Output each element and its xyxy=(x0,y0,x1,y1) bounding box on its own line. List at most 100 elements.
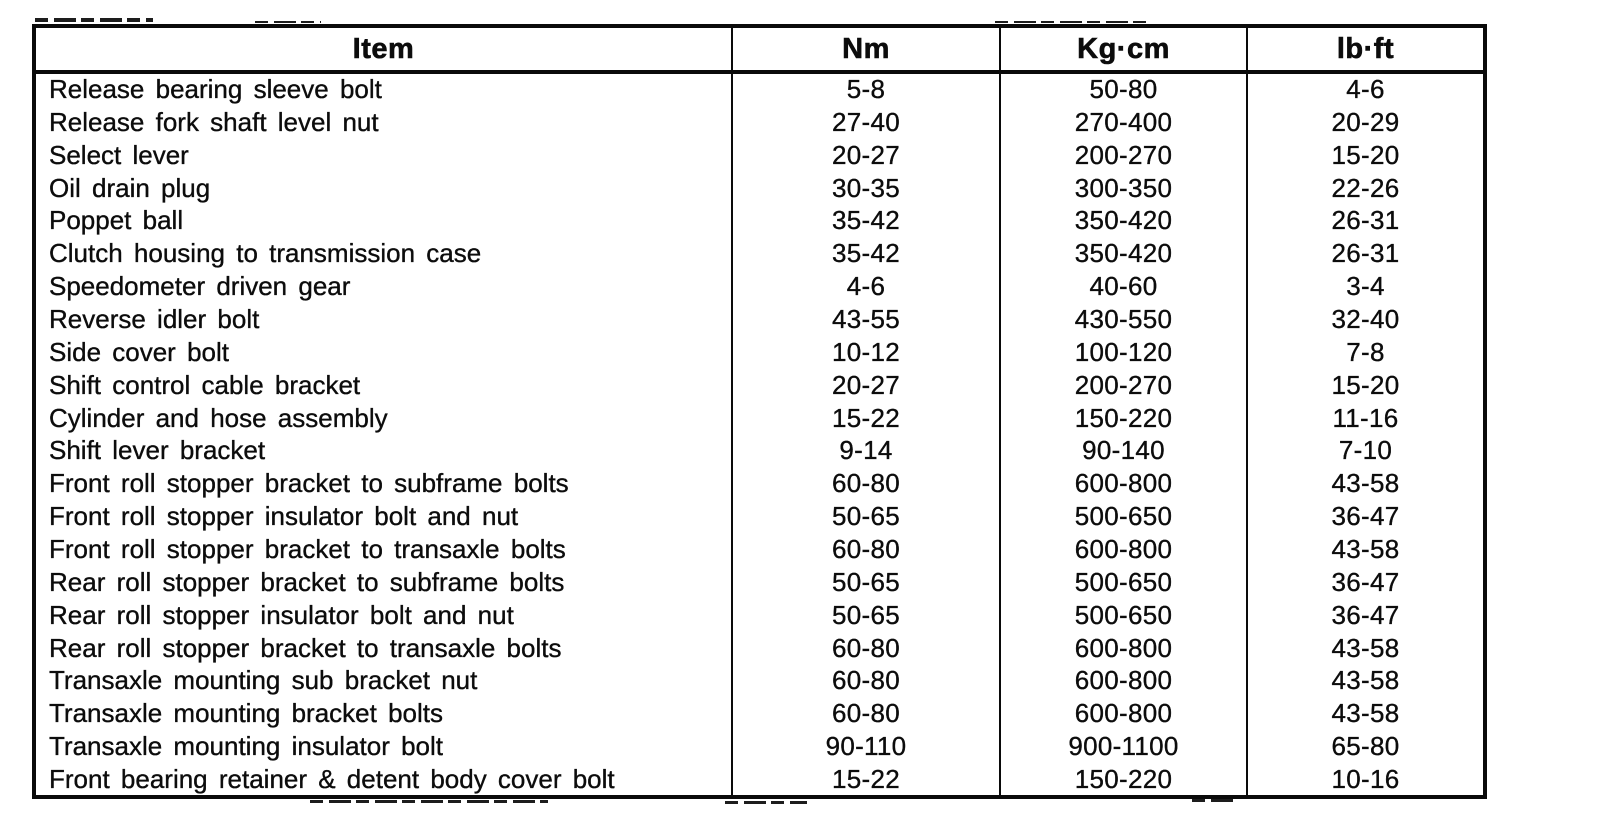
table-header: Item Nm Kg·cm lb·ft xyxy=(34,26,1485,74)
table-row: Front bearing retainer & detent body cov… xyxy=(34,763,1485,797)
value-cell: 43-58 xyxy=(1246,533,1485,566)
value-cell: 500-650 xyxy=(999,598,1247,632)
scan-artifact xyxy=(35,18,153,22)
value-cell: 600-800 xyxy=(999,664,1247,698)
table-row: Rear roll stopper insulator bolt and nut… xyxy=(34,598,1485,632)
item-cell: Transaxle mounting sub bracket nut xyxy=(49,665,478,696)
table-row: Front roll stopper insulator bolt and nu… xyxy=(34,500,1485,534)
value-cell: 9-14 xyxy=(731,434,1000,468)
scan-artifact xyxy=(995,21,1147,23)
value-cell: 60-80 xyxy=(731,664,1000,698)
value-cell: 10-12 xyxy=(731,335,1000,369)
table-row: Shift control cable bracket 20-27 200-270 1… xyxy=(34,368,1485,402)
scan-artifact xyxy=(1192,799,1236,802)
item-cell: Oil drain plug xyxy=(49,172,211,203)
item-cell: Front roll stopper bracket to transaxle … xyxy=(49,533,566,564)
item-cell: Rear roll stopper insulator bolt and nut xyxy=(49,599,514,630)
value-cell: 20-27 xyxy=(731,368,1000,402)
value-cell: 40-60 xyxy=(999,270,1247,304)
item-cell: Transaxle mounting insulator bolt xyxy=(49,731,444,762)
column-header-nm: Nm xyxy=(731,26,1000,74)
value-cell: 270-400 xyxy=(999,105,1247,139)
value-cell: 50-80 xyxy=(999,72,1247,106)
value-cell: 4-6 xyxy=(731,270,1000,304)
column-header-lbft: lb·ft xyxy=(1246,26,1485,74)
value-cell: 32-40 xyxy=(1246,303,1485,336)
item-cell: Rear roll stopper bracket to transaxle b… xyxy=(49,632,562,663)
table-row: Release bearing sleeve bolt 5-8 50-80 4-6 xyxy=(34,72,1485,106)
value-cell: 20-29 xyxy=(1246,105,1485,139)
table-row: Transaxle mounting sub bracket nut 60-80 6… xyxy=(34,664,1485,698)
value-cell: 500-650 xyxy=(999,500,1247,534)
item-cell: Shift control cable bracket xyxy=(49,369,361,400)
value-cell: 430-550 xyxy=(999,303,1247,336)
value-cell: 50-65 xyxy=(731,500,1000,534)
value-cell: 20-27 xyxy=(731,138,1000,172)
table-row: Select lever 20-27 200-270 15-20 xyxy=(34,138,1485,172)
item-cell: Release bearing sleeve bolt xyxy=(49,74,382,105)
table-row: Transaxle mounting bracket bolts 60-80 600… xyxy=(34,697,1485,731)
item-cell: Front bearing retainer & detent body cov… xyxy=(49,763,615,794)
item-cell: Rear roll stopper bracket to subframe bo… xyxy=(49,566,565,597)
value-cell: 7-8 xyxy=(1246,335,1485,369)
value-cell: 3-4 xyxy=(1246,270,1485,304)
table-row: Clutch housing to transmission case 35-42… xyxy=(34,237,1485,271)
value-cell: 4-6 xyxy=(1246,72,1485,106)
value-cell: 65-80 xyxy=(1246,730,1485,764)
table-row: Reverse idler bolt 43-55 430-550 32-40 xyxy=(34,303,1485,336)
item-cell: Select lever xyxy=(49,139,189,170)
value-cell: 600-800 xyxy=(999,533,1247,566)
value-cell: 150-220 xyxy=(999,401,1247,435)
value-cell: 150-220 xyxy=(999,763,1247,797)
value-cell: 350-420 xyxy=(999,204,1247,238)
table-row: Rear roll stopper bracket to subframe bo… xyxy=(34,565,1485,599)
value-cell: 60-80 xyxy=(731,697,1000,731)
table-row: Transaxle mounting insulator bolt 90-110 9… xyxy=(34,730,1485,764)
item-cell: Cylinder and hose assembly xyxy=(49,402,388,433)
table-row: Cylinder and hose assembly 15-22 150-220 11… xyxy=(34,401,1485,435)
value-cell: 36-47 xyxy=(1246,598,1485,632)
value-cell: 27-40 xyxy=(731,105,1000,139)
value-cell: 90-110 xyxy=(731,730,1000,764)
torque-spec-table: Item Nm Kg·cm lb·ft Release bearing slee… xyxy=(32,24,1487,799)
value-cell: 60-80 xyxy=(731,533,1000,566)
value-cell: 7-10 xyxy=(1246,434,1485,468)
item-cell: Front roll stopper insulator bolt and nu… xyxy=(49,501,519,532)
value-cell: 43-55 xyxy=(731,303,1000,336)
value-cell: 11-16 xyxy=(1246,401,1485,435)
value-cell: 50-65 xyxy=(731,598,1000,632)
item-cell: Speedometer driven gear xyxy=(49,271,351,302)
value-cell: 43-58 xyxy=(1246,697,1485,731)
value-cell: 60-80 xyxy=(731,631,1000,665)
value-cell: 300-350 xyxy=(999,171,1247,205)
value-cell: 60-80 xyxy=(731,467,1000,501)
table-row: Poppet ball 35-42 350-420 26-31 xyxy=(34,204,1485,238)
item-cell: Release fork shaft level nut xyxy=(49,106,379,137)
scan-artifact xyxy=(255,21,321,23)
value-cell: 30-35 xyxy=(731,171,1000,205)
item-cell: Shift lever bracket xyxy=(49,435,266,466)
item-cell: Side cover bolt xyxy=(49,336,229,367)
value-cell: 35-42 xyxy=(731,237,1000,271)
item-cell: Reverse idler bolt xyxy=(49,303,260,334)
value-cell: 15-20 xyxy=(1246,138,1485,172)
value-cell: 15-20 xyxy=(1246,368,1485,402)
table-body: Release bearing sleeve bolt 5-8 50-80 4-6 Re… xyxy=(34,72,1485,797)
value-cell: 50-65 xyxy=(731,565,1000,599)
value-cell: 100-120 xyxy=(999,335,1247,369)
value-cell: 200-270 xyxy=(999,138,1247,172)
value-cell: 600-800 xyxy=(999,467,1247,501)
value-cell: 26-31 xyxy=(1246,237,1485,271)
value-cell: 10-16 xyxy=(1246,763,1485,797)
table-row: Speedometer driven gear 4-6 40-60 3-4 xyxy=(34,270,1485,304)
value-cell: 15-22 xyxy=(731,763,1000,797)
header-row: Item Nm Kg·cm lb·ft xyxy=(34,26,1485,74)
table-row: Oil drain plug 30-35 300-350 22-26 xyxy=(34,171,1485,205)
value-cell: 600-800 xyxy=(999,631,1247,665)
value-cell: 5-8 xyxy=(731,72,1000,106)
value-cell: 35-42 xyxy=(731,204,1000,238)
value-cell: 43-58 xyxy=(1246,467,1485,501)
value-cell: 600-800 xyxy=(999,697,1247,731)
item-cell: Transaxle mounting bracket bolts xyxy=(49,698,444,729)
table-row: Rear roll stopper bracket to transaxle b… xyxy=(34,631,1485,665)
